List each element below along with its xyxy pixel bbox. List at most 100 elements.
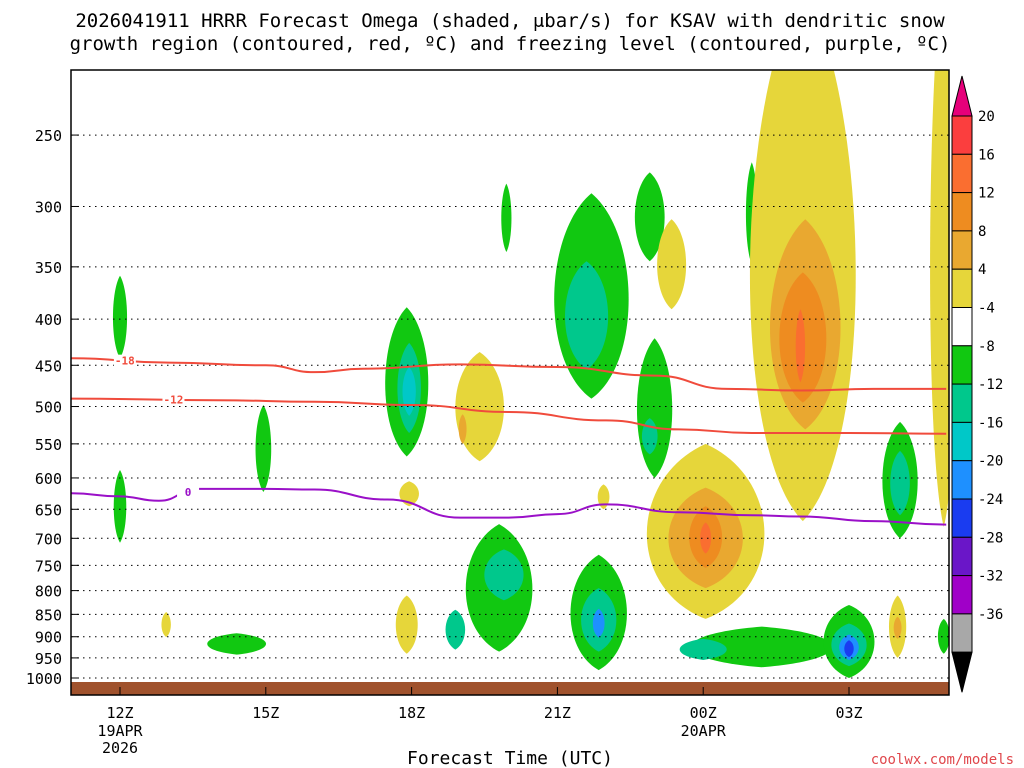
x-tick-label-15Z: 15Z: [252, 704, 279, 722]
colorbar-swatch-n4: [951, 345, 973, 385]
plot-frame: [70, 69, 950, 696]
omega-region-up-12z-400: [112, 275, 128, 359]
omega-region-down-29z-400: [930, 70, 949, 527]
contour-dgz-minus18: [71, 357, 947, 392]
x-tick-label-21Z: 21Z: [544, 704, 571, 722]
omega-region-down-22z-630: [597, 484, 610, 510]
y-tick-label-250: 250: [35, 127, 62, 145]
x-tick-sublabel-12Z-1: 2026: [102, 739, 138, 757]
colorbar-label--20: -20: [978, 454, 1003, 470]
y-tick-label-700: 700: [35, 530, 62, 548]
omega-region-up-23z-510: [636, 338, 673, 478]
colorbar-swatch-n28: [951, 575, 973, 615]
colorbar-swatch-n8: [951, 383, 973, 423]
y-tick-label-650: 650: [35, 501, 62, 519]
y-tick-label-450: 450: [35, 357, 62, 375]
colorbar-swatch-n20: [951, 498, 973, 538]
omega-region-up-20z-300: [501, 183, 512, 253]
omega-region-up-14z-920: [207, 633, 267, 655]
y-tick-label-300: 300: [35, 198, 62, 216]
colorbar-label--8: -8: [978, 339, 995, 355]
colorbar-swatch-n24: [951, 536, 973, 577]
contour-dgz-minus12: [71, 397, 947, 435]
colorbar-label-8: 8: [978, 224, 986, 240]
y-tick-label-950: 950: [35, 650, 62, 668]
x-axis-label: Forecast Time (UTC): [407, 748, 613, 768]
omega-region-up-22z-860-c: [592, 608, 605, 638]
x-tick-sublabel-12Z-0: 19APR: [97, 722, 143, 740]
colorbar-swatch-c0: [951, 307, 973, 347]
omega-region-down-18z-630: [399, 481, 419, 507]
credit-text: coolwx.com/models: [871, 752, 1014, 768]
y-axis-ticks: 250 300 350 400 450 500 550 600 650 700 750 800 850 9…: [26, 127, 79, 688]
colorbar-swatch-c4: [951, 268, 973, 309]
y-tick-label-600: 600: [35, 470, 62, 488]
omega-region-up-20z-800-b: [484, 549, 524, 601]
y-tick-label-850: 850: [35, 606, 62, 624]
omega-region-down-23z-350: [657, 219, 687, 310]
colorbar-label--12: -12: [978, 377, 1003, 393]
omega-region-up-29z-900: [937, 618, 949, 654]
contour-label-bg-freezing-level: [177, 485, 200, 498]
contour-label-freezing-level: 0: [185, 486, 192, 499]
contour-label-bg-dgz-minus18: [113, 354, 136, 367]
omega-region-down-12z-880: [161, 612, 171, 638]
x-tick-label-18Z: 18Z: [398, 704, 425, 722]
x-tick-label-12Z: 12Z: [106, 704, 133, 722]
colorbar-swatch-n12: [951, 421, 973, 462]
colorbar-swatch-c8: [951, 230, 973, 270]
colorbar-label--28: -28: [978, 530, 1003, 546]
colorbar-label--36: -36: [978, 607, 1003, 623]
omega-region-down-19z-530: [458, 414, 467, 444]
y-tick-label-800: 800: [35, 583, 62, 601]
omega-region-up-27z-920-d: [844, 640, 854, 658]
colorbar-label--32: -32: [978, 569, 1003, 585]
omega-region-up-28z-600-b: [890, 450, 910, 516]
y-tick-label-350: 350: [35, 259, 62, 277]
colorbar-label--4: -4: [978, 301, 995, 317]
colorbar-bottom-arrow: [951, 651, 973, 693]
y-tick-label-900: 900: [35, 629, 62, 647]
omega-region-up-15z-540: [255, 404, 272, 493]
x-tick-label-03Z: 03Z: [835, 704, 862, 722]
omega-region-up-22z-300: [634, 172, 665, 262]
omega-region-down-26z-420-d: [795, 309, 806, 383]
colorbar-label-16: 16: [978, 147, 995, 163]
colorbar-label--16: -16: [978, 415, 1003, 431]
x-tick-sublabel-00Z-0: 20APR: [681, 722, 727, 740]
temperature-contours: -18 -12 0: [71, 354, 947, 526]
colorbar-top-arrow: [951, 75, 973, 117]
omega-region-down-18z-880: [395, 595, 418, 654]
x-tick-label-00Z: 00Z: [690, 704, 717, 722]
colorbar-label-20: 20: [978, 109, 995, 125]
colorbar-swatch-n32: [951, 613, 973, 653]
omega-region-down-28z-880-b: [893, 616, 902, 639]
omega-region-down-24z-700-d: [700, 522, 712, 554]
chart-title-line2: growth region (contoured, red, ºC) and f…: [70, 33, 951, 55]
contour-label-bg-dgz-minus12: [162, 393, 185, 406]
colorbar-swatch-c16: [951, 153, 973, 194]
chart-title-line1: 2026041911 HRRR Forecast Omega (shaded, …: [75, 10, 945, 32]
contour-label-dgz-minus12: -12: [164, 394, 184, 407]
omega-shading: [112, 70, 949, 678]
colorbar: 20 16 12 8 4 -4 -8 -12 -16 -20 -24 -28 -32 -36: [951, 75, 1003, 693]
omega-region-up-12z-650: [113, 470, 127, 543]
omega-region-up-18z-470-c: [402, 367, 416, 416]
colorbar-swatch-c12: [951, 192, 973, 232]
pressure-gridlines: [71, 134, 949, 679]
omega-region-up-19z-900: [445, 609, 466, 650]
y-tick-label-500: 500: [35, 399, 62, 417]
contour-label-dgz-minus18: -18: [115, 355, 135, 368]
colorbar-swatch-c20: [951, 115, 973, 155]
colorbar-label--24: -24: [978, 492, 1003, 508]
omega-region-up-22z-400-b: [565, 261, 609, 370]
y-tick-label-400: 400: [35, 311, 62, 329]
y-tick-label-750: 750: [35, 557, 62, 575]
omega-region-up-24z-930-b: [679, 638, 727, 660]
y-tick-label-1000: 1000: [26, 670, 62, 688]
y-tick-label-550: 550: [35, 436, 62, 454]
colorbar-label-12: 12: [978, 186, 995, 202]
ground-surface: [71, 682, 949, 695]
